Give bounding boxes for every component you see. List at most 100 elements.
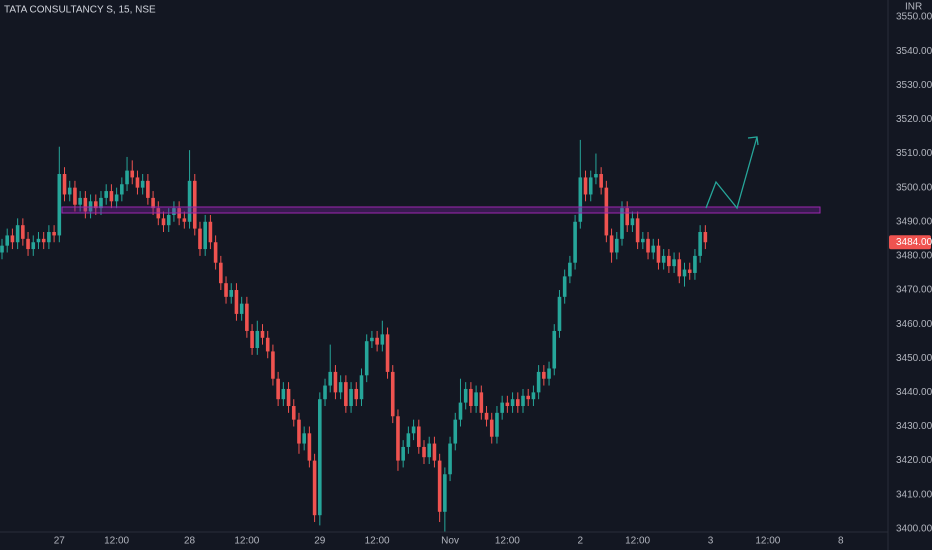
- candle-body: [354, 388, 359, 400]
- candle-body: [318, 399, 322, 516]
- y-tick-label: 3420.00: [896, 455, 932, 466]
- y-tick-label: 3470.00: [896, 285, 932, 296]
- candle-body: [125, 170, 129, 185]
- candle-body: [187, 180, 192, 222]
- price-label-bg: [889, 235, 931, 250]
- candle-body: [390, 371, 395, 417]
- candle-body: [651, 245, 656, 253]
- candle-body: [609, 235, 614, 253]
- candle-body: [224, 283, 228, 297]
- candle-body: [453, 419, 458, 444]
- candle-body: [432, 443, 437, 461]
- candle-body: [693, 255, 697, 273]
- candle-body: [255, 330, 260, 349]
- candle-body: [57, 174, 62, 236]
- candle-body: [73, 187, 77, 205]
- candle-body: [484, 412, 489, 420]
- candle-body: [78, 197, 82, 205]
- candle-body: [505, 402, 510, 407]
- arrow-head: [747, 136, 759, 146]
- candle-body: [349, 388, 353, 407]
- candle-body: [542, 371, 546, 379]
- projection-arrow: [705, 136, 758, 210]
- candle-body: [515, 399, 520, 407]
- candle-body: [234, 290, 239, 314]
- candle-body: [526, 395, 531, 400]
- y-tick-label: 3450.00: [896, 353, 932, 364]
- candle-body: [521, 395, 525, 407]
- candle-body: [375, 337, 379, 345]
- candle-body: [109, 191, 114, 202]
- y-tick-label: 3510.00: [896, 148, 932, 159]
- candle-body: [146, 180, 150, 198]
- candle-body: [286, 388, 291, 407]
- candle-body: [620, 208, 624, 239]
- candle-body: [396, 416, 400, 461]
- candle-body: [547, 368, 551, 379]
- candle-body: [552, 330, 557, 369]
- candle-body: [661, 255, 666, 263]
- candle-body: [265, 337, 270, 352]
- candle-body: [406, 433, 411, 447]
- candle-body: [401, 446, 405, 461]
- candle-body: [417, 426, 421, 447]
- candle-body: [67, 187, 72, 195]
- candle-body: [568, 262, 572, 277]
- candle-body: [276, 378, 280, 400]
- candle-body: [135, 177, 140, 188]
- candle-body: [15, 225, 20, 243]
- candle-body: [672, 259, 676, 267]
- candle-body: [26, 238, 30, 250]
- candle-body: [380, 334, 385, 345]
- plot-area: [0, 139, 708, 533]
- candle-body: [344, 382, 348, 407]
- candle-body: [229, 290, 234, 297]
- candle-body: [594, 174, 598, 178]
- candle-body: [370, 337, 374, 342]
- candle-body: [99, 197, 103, 209]
- chart-title: TATA CONSULTANCY S, 15, NSE: [4, 5, 156, 16]
- candle-body: [52, 232, 56, 236]
- candle-body: [0, 245, 4, 253]
- y-tick-label: 3410.00: [896, 489, 932, 500]
- x-tick-label: Nov: [441, 536, 459, 547]
- candle-body: [411, 426, 416, 434]
- candle-body: [385, 334, 390, 372]
- candle-body: [271, 351, 275, 379]
- candle-body: [364, 341, 369, 376]
- candle-body: [474, 392, 478, 407]
- candle-body: [448, 443, 452, 475]
- candle-body: [557, 296, 562, 331]
- x-tick-label: 2: [578, 536, 584, 547]
- candle-body: [83, 197, 88, 212]
- candle-body: [536, 371, 541, 393]
- candle-body: [531, 392, 536, 400]
- y-tick-label: 3400.00: [896, 523, 932, 534]
- x-tick-label: 12:00: [755, 536, 780, 547]
- candle-body: [161, 218, 166, 226]
- candle-body: [333, 371, 338, 393]
- x-tick-label: 12:00: [495, 536, 520, 547]
- y-tick-label: 3480.00: [896, 251, 932, 262]
- candle-body: [698, 232, 702, 256]
- candle-body: [578, 177, 583, 222]
- x-tick-label: 12:00: [625, 536, 650, 547]
- candle-body: [583, 177, 588, 195]
- y-tick-label: 3530.00: [896, 80, 932, 91]
- resistance-zone: [61, 206, 821, 214]
- candle-body: [203, 221, 207, 250]
- candle-body: [510, 399, 515, 407]
- candle-body: [630, 218, 635, 226]
- candle-body: [458, 402, 463, 420]
- candle-body: [495, 412, 499, 437]
- candle-body: [677, 259, 682, 277]
- candle-body: [588, 177, 593, 195]
- y-tick-label: 3540.00: [896, 46, 932, 57]
- y-tick-label: 3460.00: [896, 319, 932, 330]
- candle-body: [573, 221, 577, 263]
- candle-body: [182, 218, 187, 222]
- candle-body: [614, 238, 619, 253]
- candle-body: [604, 187, 609, 236]
- candle-body: [208, 221, 213, 243]
